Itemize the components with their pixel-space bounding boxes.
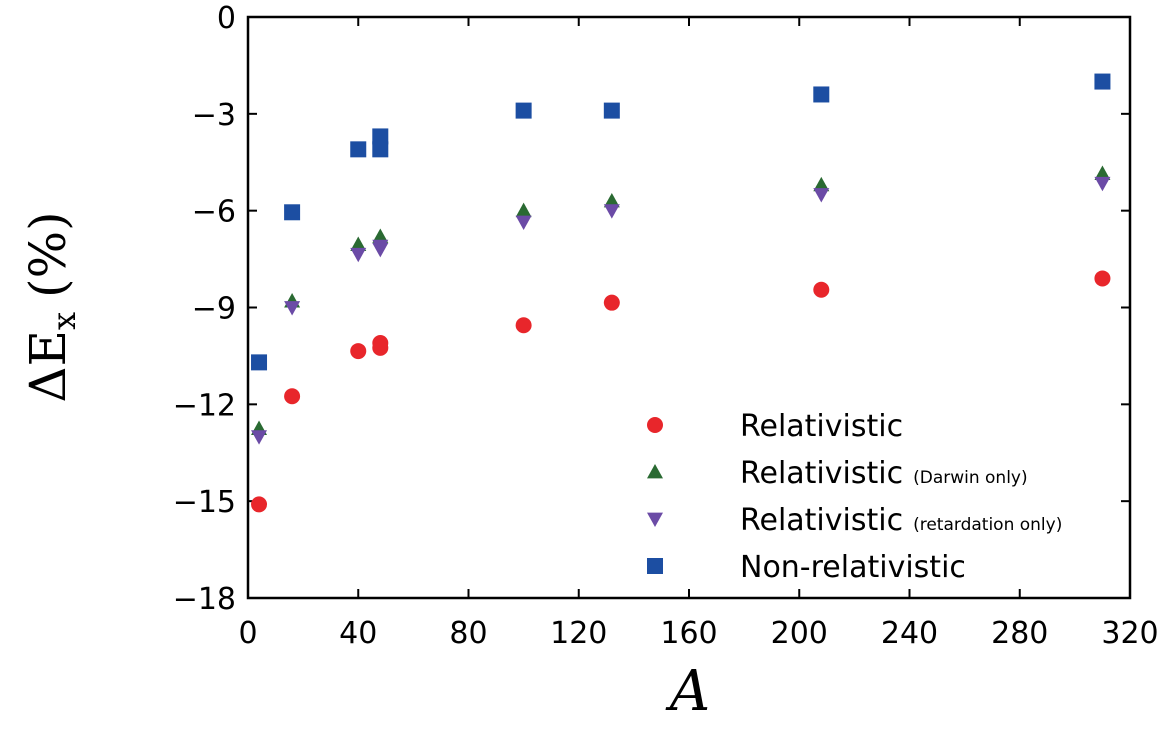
data-point [813, 86, 830, 103]
data-point [813, 176, 830, 192]
x-tick-label: 0 [238, 616, 257, 651]
legend-label-name: Relativistic [740, 503, 903, 538]
x-tick-label: 240 [881, 616, 938, 651]
data-point [1094, 176, 1111, 192]
y-tick-label: −3 [192, 98, 236, 133]
data-point [350, 247, 367, 263]
legend-label-note: (retardation only) [913, 515, 1062, 535]
y-tick-label: −15 [173, 485, 236, 520]
x-tick-label: 160 [660, 616, 717, 651]
legend-label-note: (Darwin only) [913, 468, 1028, 488]
y-axis-title-subscript: x [45, 312, 83, 330]
legend-label: Non-relativistic [740, 550, 966, 585]
y-tick-label: 0 [217, 1, 236, 36]
y-axis-title: ΔE [19, 330, 77, 403]
data-point [1094, 73, 1111, 90]
y-tick-label: −18 [173, 582, 236, 617]
x-tick-label: 120 [550, 616, 607, 651]
legend-label: Relativistic [740, 409, 903, 444]
legend-marker [647, 512, 663, 527]
plot-area [246, 15, 1132, 600]
data-point [603, 204, 620, 219]
x-tick-label: 320 [1101, 616, 1158, 651]
data-point [1094, 165, 1111, 180]
data-point [350, 141, 367, 158]
data-point [372, 339, 389, 356]
legend-marker [647, 558, 663, 574]
data-point [251, 430, 268, 445]
legend-label: Relativistic (retardation only) [740, 503, 1062, 538]
y-axis-unit: (%) [19, 211, 77, 298]
x-axis-title: A [665, 659, 710, 724]
x-tick-label: 40 [339, 616, 377, 651]
x-tick-label: 280 [991, 616, 1048, 651]
data-points [251, 73, 1111, 513]
legend-label-name: Non-relativistic [740, 550, 966, 585]
data-point [251, 354, 268, 371]
y-tick-label: −6 [192, 195, 236, 230]
data-point [515, 317, 532, 334]
legend-label-name: Relativistic [740, 409, 903, 444]
data-point [813, 281, 830, 298]
y-tick-label: −9 [192, 292, 236, 327]
data-point [813, 188, 830, 203]
data-point [603, 192, 620, 208]
y-tick-label: −12 [173, 388, 236, 423]
data-point [515, 102, 532, 119]
data-point [251, 496, 268, 513]
axis-ticks: 0 40 80 120 160 200 240 280 320 0 −3 −6 −9 −12 −15 −18 [173, 1, 1159, 651]
svg-text:ΔEx(%): ΔEx (%) [19, 211, 83, 402]
x-tick-label: 200 [771, 616, 828, 651]
data-point [372, 228, 389, 243]
data-point [350, 343, 367, 360]
data-point [284, 204, 301, 221]
data-point [350, 236, 367, 251]
legend-label: Relativistic (Darwin only) [740, 456, 1028, 491]
data-point [1094, 270, 1111, 287]
data-point [372, 243, 389, 258]
data-point [372, 141, 389, 158]
data-point [372, 128, 389, 145]
legend-label-name: Relativistic [740, 456, 903, 491]
data-point [515, 202, 532, 218]
x-tick-label: 80 [449, 616, 487, 651]
data-point [284, 388, 301, 405]
y-axis-title-group: ΔEx (%) [19, 211, 83, 402]
legend-marker [647, 464, 663, 479]
data-point [603, 102, 620, 119]
data-point [284, 301, 301, 316]
legend-marker [647, 417, 663, 433]
data-point [603, 294, 620, 311]
data-point [515, 215, 532, 230]
